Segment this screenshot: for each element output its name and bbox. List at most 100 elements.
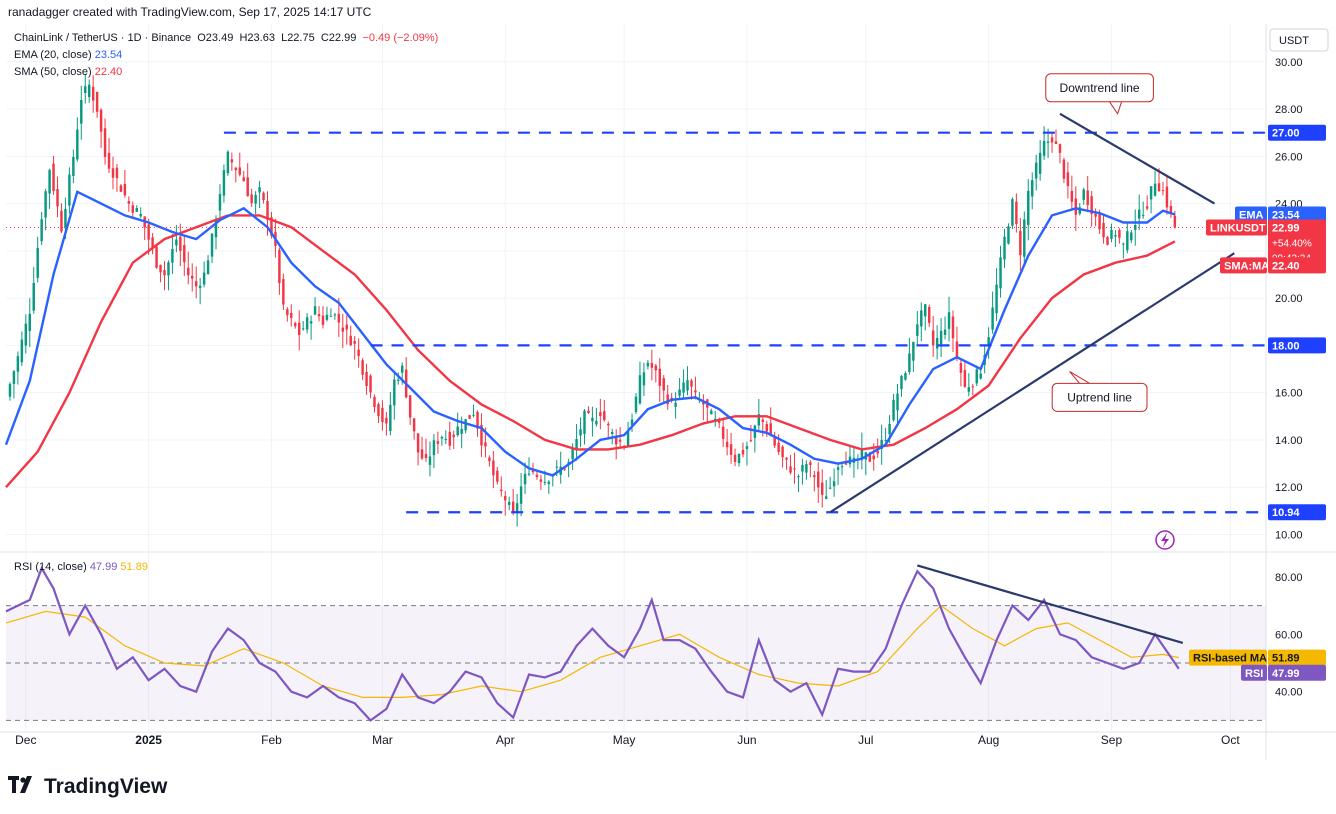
candle-body [682, 382, 685, 393]
candle-body [361, 360, 364, 375]
candle-body [943, 329, 947, 335]
candle-body [646, 362, 650, 367]
candle-body [741, 449, 745, 455]
candle-body [242, 177, 245, 182]
level-price-tag-bg [1268, 124, 1326, 141]
candle-body [1173, 215, 1177, 228]
candle-body [1082, 189, 1085, 200]
candle-body [36, 247, 39, 278]
candle-body [262, 192, 265, 201]
candle-body [607, 423, 610, 426]
candle-body [1153, 183, 1157, 196]
rsi-name-tag: RSI [1245, 668, 1263, 680]
candle-body [492, 460, 495, 476]
candle-body [103, 128, 107, 157]
candle-body [381, 407, 384, 423]
candle-body [820, 482, 824, 495]
candle-body [805, 464, 808, 473]
price-chart-svg[interactable]: 30.0028.0026.0024.0022.0020.0018.0016.00… [0, 24, 1336, 760]
callout-pointer [1109, 101, 1123, 115]
candle-body [575, 439, 578, 449]
candle-body [167, 262, 170, 276]
candle-body [757, 414, 761, 426]
candle-body [1054, 141, 1058, 145]
rsi-ma-value-tag: 51.89 [1272, 653, 1300, 665]
candle-body [745, 446, 749, 450]
candle-body [119, 185, 123, 192]
candle-body [765, 423, 768, 432]
candle-body [753, 425, 757, 438]
candle-body [658, 368, 662, 386]
sma-name-tag: SMA:MA [1224, 260, 1269, 272]
candle-body [226, 151, 230, 174]
candle-body [813, 475, 816, 478]
candle-body [190, 275, 194, 279]
symbol-name-tag-bg [1206, 219, 1267, 236]
candle-body [955, 341, 959, 358]
candle-body [91, 86, 95, 101]
legend-sma-row[interactable]: SMA (50, close) 22.40 [14, 64, 438, 81]
candle-body [127, 201, 131, 204]
candle-body [163, 270, 166, 276]
candle-body [1106, 236, 1109, 245]
candle-body [773, 435, 776, 446]
candle-body [115, 167, 119, 179]
trend-line [829, 252, 1235, 514]
candle-body [1034, 162, 1038, 179]
callout-pointer [1069, 370, 1090, 384]
candle-body [72, 157, 75, 176]
candle-body [460, 428, 463, 434]
candle-body [555, 466, 558, 468]
candle-body [991, 307, 994, 330]
sma-price-tag-bg [1268, 257, 1326, 274]
level-price-tag: 18.00 [1272, 340, 1300, 352]
candle-body [880, 439, 883, 449]
panes-layer [0, 24, 1336, 760]
moving-averages-layer [4, 190, 1266, 488]
candle-body [349, 335, 352, 346]
rsi-legend[interactable]: RSI (14, close) 47.99 51.89 [14, 559, 148, 576]
candle-body [1023, 219, 1026, 257]
callout-box [1051, 382, 1148, 412]
candle-body [488, 457, 491, 462]
candle-body [912, 341, 915, 361]
candle-body [642, 372, 646, 386]
candle-body [111, 168, 115, 178]
candle-body [995, 284, 998, 314]
rsi-value-tag-bg [1268, 664, 1326, 681]
level-price-tag-bg [1268, 337, 1326, 354]
change-percent-tag: +54.40% [1272, 238, 1312, 249]
time-tick-label: Oct [1221, 733, 1240, 747]
candle-body [749, 440, 753, 442]
time-tick-label: Dec [15, 733, 36, 747]
candle-body [999, 257, 1002, 289]
legend-ema-row[interactable]: EMA (20, close) 23.54 [14, 47, 438, 64]
candle-body [1110, 229, 1113, 239]
candle-body [32, 282, 35, 311]
currency-label: USDT [1279, 35, 1309, 47]
candle-body [20, 339, 24, 363]
candle-body [939, 330, 943, 345]
chart-area[interactable]: 30.0028.0026.0024.0022.0020.0018.0016.00… [0, 24, 1336, 760]
tradingview-logo[interactable]: TradingView [8, 774, 167, 800]
candle-body [80, 99, 83, 124]
candle-body [87, 84, 91, 97]
candle-body [507, 501, 511, 505]
time-tick-label: Aug [978, 733, 999, 747]
candle-body [309, 321, 313, 324]
candle-body [147, 224, 150, 240]
symbol-name[interactable]: ChainLink / TetherUS · 1D · Binance [14, 32, 192, 44]
candle-body [297, 322, 301, 336]
price-tick-label: 10.00 [1275, 529, 1303, 541]
legend-symbol-row: ChainLink / TetherUS · 1D · Binance O23.… [14, 30, 438, 47]
candle-body [1165, 186, 1169, 208]
candle-body [979, 373, 982, 379]
rsi-ma-value-tag-bg [1268, 649, 1326, 666]
ema-name-tag: EMA [1239, 209, 1264, 221]
candle-body [908, 353, 911, 373]
candle-body [1157, 183, 1161, 192]
candle-body [254, 194, 257, 204]
candle-body [927, 306, 931, 323]
candle-body [238, 167, 242, 175]
candle-body [654, 365, 658, 371]
